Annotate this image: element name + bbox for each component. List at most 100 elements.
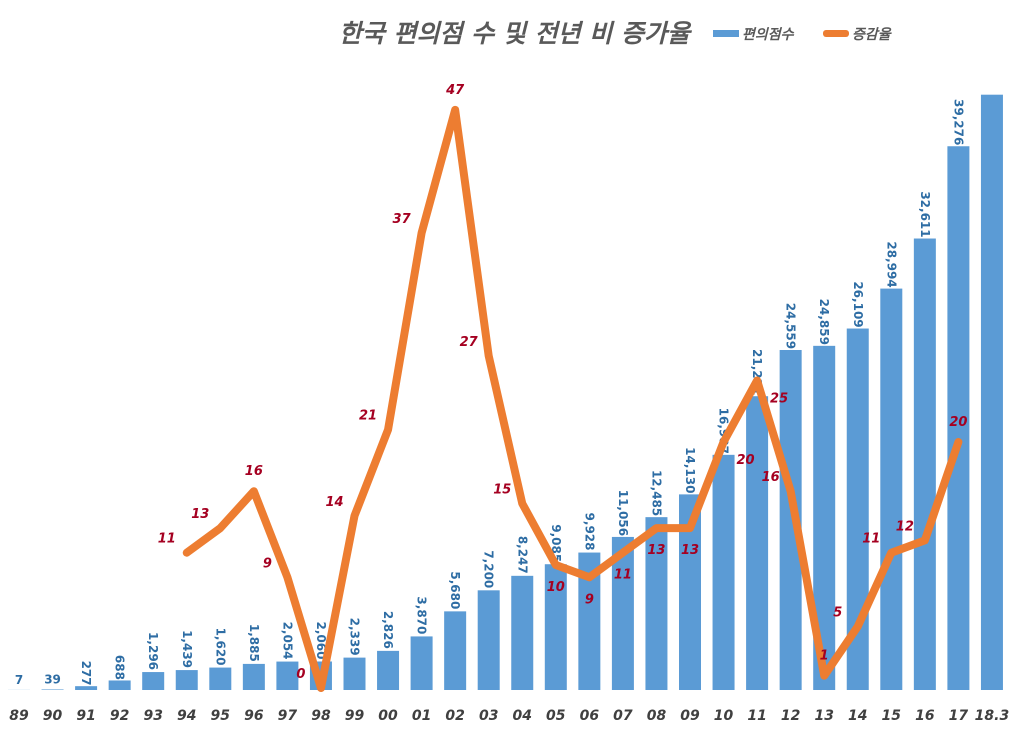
bar-label-97: 2,054 (280, 622, 294, 660)
x-tick-09: 09 (680, 708, 700, 724)
bar-label-12: 24,559 (784, 303, 798, 349)
x-tick-07: 07 (613, 708, 633, 724)
bar-90 (41, 689, 64, 690)
legend-label-bar: 편의점수 (742, 27, 795, 43)
x-tick-12: 12 (781, 708, 800, 724)
bar-99 (343, 657, 366, 690)
bar-09 (679, 494, 701, 690)
growth-label-14: 5 (833, 606, 842, 621)
x-tick-91: 91 (76, 708, 95, 724)
x-tick-02: 02 (445, 708, 464, 724)
growth-label-09: 13 (681, 543, 699, 558)
x-tick-14: 14 (848, 708, 867, 724)
bar-label-94: 1,439 (180, 630, 194, 668)
x-tick-10: 10 (714, 708, 734, 724)
x-tick-96: 96 (244, 708, 264, 724)
x-tick-17: 17 (949, 708, 969, 724)
bar-01 (410, 636, 433, 690)
growth-label-94: 11 (158, 532, 176, 547)
x-tick-11: 11 (747, 708, 766, 724)
growth-label-17: 20 (949, 415, 967, 430)
bar-94 (175, 670, 198, 690)
bar-14 (846, 328, 869, 690)
growth-label-11: 25 (770, 392, 788, 407)
bar-07 (611, 536, 634, 690)
bar-label-13: 24,859 (817, 299, 831, 345)
bar-00 (377, 650, 400, 690)
bar-label-00: 2,826 (381, 611, 395, 649)
bar-label-04: 8,247 (515, 536, 529, 574)
growth-label-13: 1 (820, 649, 829, 664)
x-tick-93: 93 (143, 708, 162, 724)
x-tick-15: 15 (882, 708, 902, 724)
bar-11 (746, 396, 769, 690)
bar-label-15: 28,994 (884, 241, 898, 287)
bar-03 (477, 590, 500, 690)
chart-title: 한국 편의점 수 및 전년 비 증가율 (339, 19, 693, 48)
x-tick-89: 89 (9, 708, 29, 724)
bar-06 (578, 552, 601, 690)
bar-13 (813, 345, 836, 690)
x-tick-05: 05 (546, 708, 566, 724)
growth-label-02: 47 (445, 83, 465, 98)
growth-label-03: 27 (460, 335, 479, 350)
growth-label-96: 16 (245, 464, 263, 479)
bar-label-07: 11,056 (616, 490, 630, 536)
growth-label-00: 21 (359, 409, 377, 424)
bar-label-93: 1,296 (146, 632, 160, 670)
x-tick-94: 94 (177, 708, 196, 724)
bar-label-99: 2,339 (348, 618, 362, 656)
growth-label-10: 20 (737, 453, 755, 468)
bar-12 (779, 349, 802, 690)
bar-04 (511, 575, 534, 690)
growth-label-08: 13 (647, 543, 665, 558)
x-tick-97: 97 (278, 708, 298, 724)
bar-label-90: 39 (44, 672, 61, 686)
growth-line (182, 105, 963, 692)
x-tick-13: 13 (814, 708, 833, 724)
growth-label-16: 12 (896, 519, 914, 534)
bar-label-16: 32,611 (918, 191, 932, 237)
x-tick-16: 16 (915, 708, 935, 724)
bar-92 (108, 680, 131, 690)
bar-label-06: 9,928 (582, 513, 596, 551)
legend: 편의점수 증감율 (713, 27, 893, 43)
growth-label-15: 11 (862, 532, 880, 547)
bar-17 (947, 146, 970, 690)
x-tick-08: 08 (647, 708, 667, 724)
bar-97 (276, 661, 299, 690)
bar-label-03: 7,200 (482, 550, 496, 588)
bar-02 (444, 611, 467, 690)
bar-label-08: 12,485 (649, 470, 663, 516)
x-tick-01: 01 (412, 708, 431, 724)
x-tick-06: 06 (580, 708, 600, 724)
x-tick-98: 98 (311, 708, 331, 724)
growth-label-98: 0 (296, 667, 305, 682)
bar-08 (645, 517, 668, 690)
bar-05 (544, 564, 567, 690)
bar-label-17: 39,276 (951, 99, 965, 145)
legend-label-line: 증감율 (852, 27, 893, 43)
bar-18.3 (980, 94, 1003, 690)
bar-16 (913, 238, 936, 690)
growth-label-07: 11 (614, 568, 632, 583)
bar-96 (242, 663, 265, 690)
x-tick-18.3: 18.3 (975, 708, 1010, 724)
growth-label-95: 13 (191, 507, 209, 522)
x-tick-95: 95 (211, 708, 231, 724)
x-tick-90: 90 (43, 708, 63, 724)
x-tick-03: 03 (479, 708, 498, 724)
bar-10 (712, 454, 735, 690)
x-tick-99: 99 (345, 708, 365, 724)
growth-label-04: 15 (493, 483, 511, 498)
bar-15 (880, 288, 903, 690)
growth-label-01: 37 (393, 212, 412, 227)
bar-91 (75, 686, 98, 690)
bar-label-14: 26,109 (851, 281, 865, 327)
growth-label-12: 16 (762, 470, 780, 485)
bar-label-09: 14,130 (683, 447, 697, 493)
growth-label-05: 10 (547, 580, 565, 595)
x-tick-00: 00 (378, 708, 398, 724)
bar-label-01: 3,870 (415, 596, 429, 634)
